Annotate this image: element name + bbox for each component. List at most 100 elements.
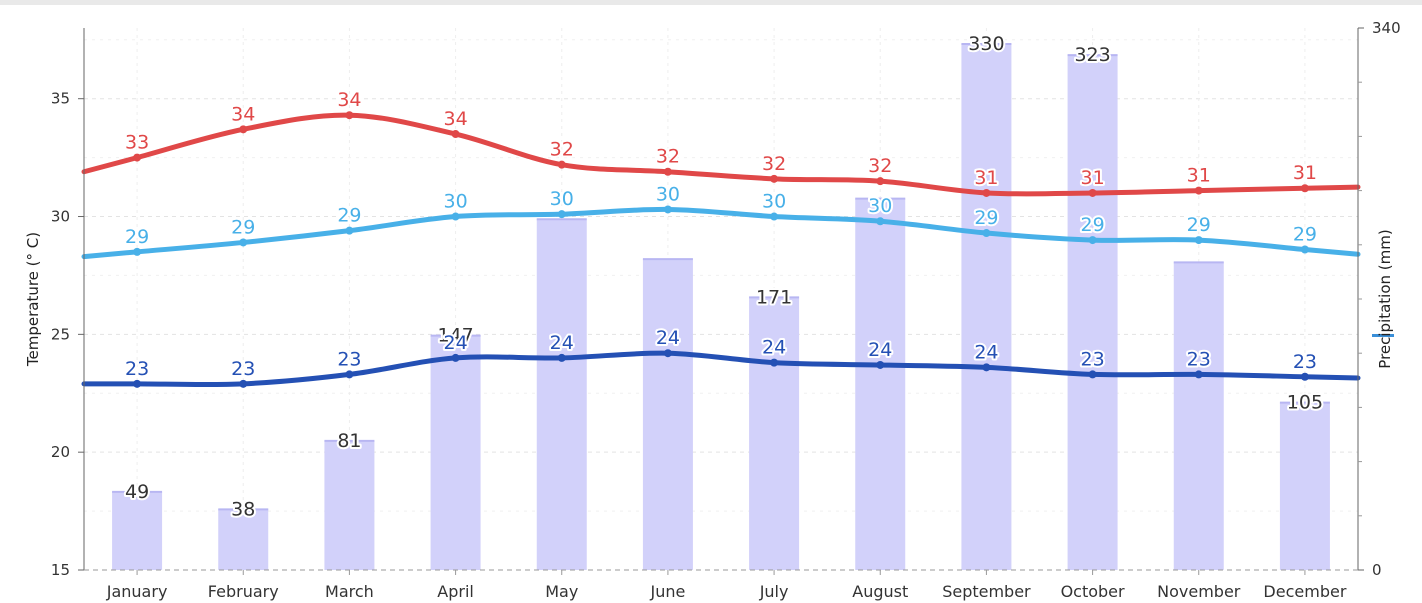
x-tick-label: August bbox=[852, 582, 908, 601]
temperature-label: 23 bbox=[231, 358, 255, 380]
temperature-point bbox=[557, 160, 566, 169]
temperature-point bbox=[239, 379, 248, 388]
y-right-tick-label: 0 bbox=[1372, 561, 1382, 579]
temperature-label: 29 bbox=[1080, 214, 1104, 236]
x-tick-label: December bbox=[1263, 582, 1346, 601]
temperature-point bbox=[982, 229, 991, 238]
temperature-label: 32 bbox=[656, 146, 680, 168]
x-tick-label: March bbox=[325, 582, 374, 601]
temperature-label: 30 bbox=[550, 188, 574, 210]
temperature-label: 24 bbox=[656, 327, 680, 349]
precip-bar-label: 81 bbox=[337, 430, 361, 452]
precip-bar bbox=[855, 198, 906, 570]
temperature-label: 34 bbox=[337, 89, 361, 111]
temperature-point bbox=[876, 360, 885, 369]
precip-bar-label: 171 bbox=[756, 286, 792, 308]
temperature-label: 31 bbox=[1080, 167, 1104, 189]
temperature-point bbox=[982, 363, 991, 372]
temperature-point bbox=[239, 238, 248, 247]
temperature-point bbox=[1194, 186, 1203, 195]
temperature-label: 29 bbox=[337, 205, 361, 227]
temperature-label: 23 bbox=[1293, 351, 1317, 373]
temperature-point bbox=[557, 353, 566, 362]
temperature-point bbox=[1194, 236, 1203, 245]
x-tick-label: January bbox=[106, 582, 168, 601]
y-right-title: Precipitation (mm) bbox=[1376, 229, 1394, 368]
x-tick-label: September bbox=[942, 582, 1031, 601]
temperature-point bbox=[345, 111, 354, 120]
temperature-point bbox=[1088, 370, 1097, 379]
temperature-point bbox=[451, 212, 460, 221]
data-labels: 49 38 81 147 171 330 323 105 33 34 34 34 32 32 32 32 31 3… bbox=[123, 31, 1325, 522]
precip-bar-label: 147 bbox=[437, 325, 473, 347]
temperature-line bbox=[81, 112, 1361, 197]
temperature-label: 31 bbox=[1293, 162, 1317, 184]
top-bar bbox=[0, 0, 1422, 5]
temperature-label: 23 bbox=[125, 358, 149, 380]
y-right-tick-label: 340 bbox=[1372, 19, 1401, 37]
temperature-point bbox=[133, 379, 142, 388]
temperature-label: 24 bbox=[868, 339, 892, 361]
temperature-point bbox=[982, 188, 991, 197]
temperature-label: 29 bbox=[974, 207, 998, 229]
y-left-tick-label: 20 bbox=[51, 443, 70, 461]
temperature-label: 32 bbox=[762, 153, 786, 175]
temperature-label: 24 bbox=[762, 337, 786, 359]
precip-bar bbox=[749, 297, 800, 570]
temperature-point bbox=[663, 205, 672, 214]
temperature-point bbox=[1088, 236, 1097, 245]
precipitation-bars bbox=[112, 42, 1330, 571]
precip-bar-label: 105 bbox=[1287, 392, 1323, 414]
temperature-label: 31 bbox=[974, 167, 998, 189]
temperature-point bbox=[1300, 184, 1309, 193]
temperature-lines bbox=[81, 111, 1361, 388]
y-left-title: Temperature (° C) bbox=[24, 232, 42, 367]
x-tick-label: February bbox=[208, 582, 279, 601]
precip-bar bbox=[961, 43, 1012, 571]
x-tick-label: April bbox=[437, 582, 474, 601]
temperature-label: 33 bbox=[125, 132, 149, 154]
temperature-line bbox=[81, 350, 1361, 388]
x-tick-label: July bbox=[759, 582, 789, 601]
temperature-point bbox=[663, 349, 672, 358]
temperature-label: 34 bbox=[231, 103, 255, 125]
temperature-label: 32 bbox=[868, 155, 892, 177]
x-tick-label: October bbox=[1061, 582, 1125, 601]
precip-bar-label: 49 bbox=[125, 481, 149, 503]
temperature-point bbox=[451, 353, 460, 362]
temperature-point bbox=[1194, 370, 1203, 379]
y-left-tick-label: 35 bbox=[51, 90, 70, 108]
temperature-label: 34 bbox=[443, 108, 467, 130]
temperature-label: 29 bbox=[231, 216, 255, 238]
temperature-label: 32 bbox=[550, 139, 574, 161]
temperature-point bbox=[133, 153, 142, 162]
axes: Temperature (° C) Precipitation (mm) 15 2… bbox=[24, 19, 1401, 601]
precip-bar-label: 330 bbox=[968, 33, 1004, 55]
temperature-point bbox=[1300, 245, 1309, 254]
temperature-point bbox=[770, 358, 779, 367]
temperature-label: 30 bbox=[443, 191, 467, 213]
precip-bar bbox=[1067, 55, 1118, 571]
y-left-tick-label: 30 bbox=[51, 208, 70, 226]
x-tick-label: June bbox=[649, 582, 685, 601]
precip-bar bbox=[1279, 402, 1330, 570]
precip-bar-label: 38 bbox=[231, 498, 255, 520]
temperature-label: 30 bbox=[868, 195, 892, 217]
temperature-point bbox=[770, 174, 779, 183]
y-left-tick-label: 25 bbox=[51, 325, 70, 343]
precip-bar bbox=[536, 219, 587, 570]
temperature-label: 31 bbox=[1187, 165, 1211, 187]
temperature-label: 29 bbox=[1293, 224, 1317, 246]
temperature-point bbox=[770, 212, 779, 221]
temperature-point bbox=[345, 370, 354, 379]
temperature-label: 29 bbox=[1187, 214, 1211, 236]
temperature-label: 30 bbox=[762, 191, 786, 213]
temperature-point bbox=[876, 177, 885, 186]
temperature-point bbox=[133, 247, 142, 256]
precip-bar bbox=[430, 335, 481, 570]
precip-bar bbox=[112, 491, 163, 570]
temperature-point bbox=[876, 217, 885, 226]
temperature-point bbox=[663, 167, 672, 176]
temperature-label: 23 bbox=[337, 348, 361, 370]
x-tick-label: November bbox=[1157, 582, 1241, 601]
